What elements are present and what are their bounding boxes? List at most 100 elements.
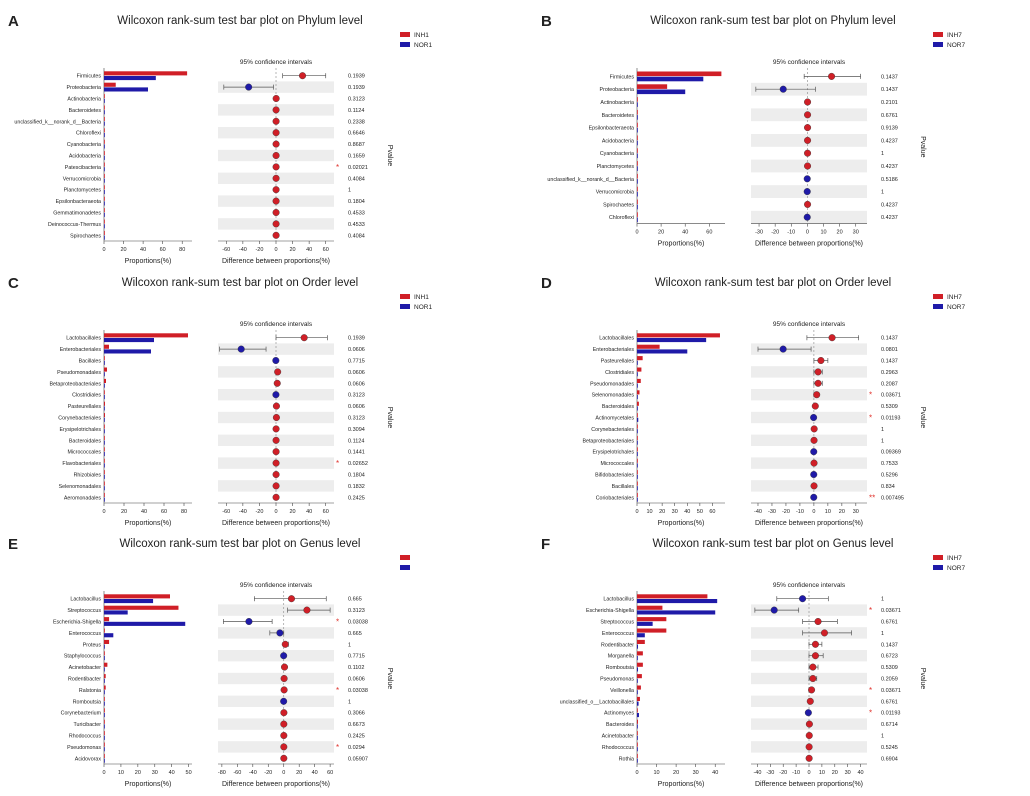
p-value: 0.2338	[348, 119, 365, 125]
bar-group-b	[104, 235, 105, 240]
bar-group-b	[637, 360, 638, 365]
bar-group-a	[637, 367, 642, 372]
bar-group-b	[637, 678, 638, 683]
prop-x-label: Proportions(%)	[658, 241, 705, 248]
bar-group-b	[637, 486, 638, 491]
row-streptococcus: Streptococcus 0.6761	[600, 617, 898, 626]
row-staphylococcus: Staphylococcus 0.7715	[64, 651, 365, 661]
bar-group-b	[104, 701, 105, 706]
significance-marker: *	[869, 414, 872, 423]
bar-group-b	[637, 383, 638, 388]
row-stripe	[218, 81, 334, 93]
diff-tick-label: 0	[282, 770, 285, 776]
taxon-label: Pasteurellales	[68, 404, 102, 410]
row-actinomyces: Actinomyces 0.01193 *	[604, 708, 900, 718]
taxon-label: Planctomycetes	[597, 164, 635, 170]
prop-tick-label: 60	[709, 509, 715, 515]
prop-tick-label: 40	[712, 770, 718, 776]
bar-group-b	[104, 76, 156, 81]
row-lactobacillus: Lactobacillus 0.665	[70, 594, 362, 604]
prop-tick-label: 30	[672, 509, 678, 515]
legend-label: INH1	[414, 294, 429, 301]
row-turicibacter: Turicibacter 0.6673	[74, 719, 365, 729]
p-value: 0.7715	[348, 654, 365, 660]
bar-group-b	[637, 115, 638, 120]
diff-point	[804, 124, 812, 132]
taxon-label: Bacteroidales	[69, 438, 101, 444]
prop-tick-label: 0	[635, 230, 638, 236]
taxon-label: Rodentibacter	[601, 642, 634, 648]
row-enterobacteriales: Enterobacteriales 0.0801	[593, 344, 898, 354]
row-selenomonadales: Selenomonadales 0.03671 *	[592, 390, 901, 400]
legend-swatch-b	[933, 565, 943, 570]
diff-point	[276, 629, 284, 637]
panel-letter: E	[8, 536, 18, 553]
row-stripe	[218, 343, 334, 355]
taxon-label: Corynebacteriales	[58, 416, 101, 422]
legend-label: NOR1	[414, 304, 432, 311]
prop-tick-label: 60	[161, 509, 167, 515]
row-escherichia-shigella: Escherichia-Shigella 0.03671 *	[586, 605, 901, 615]
bar-group-a	[637, 333, 720, 338]
row-rothia: Rothia 0.6904	[619, 753, 898, 763]
row-pseudomonadales: Pseudomonadales 0.0606	[57, 367, 365, 377]
diff-point	[804, 200, 812, 208]
p-value: 0.3123	[348, 393, 365, 399]
prop-tick-label: 0	[635, 509, 638, 515]
legend-swatch-a	[933, 32, 943, 37]
p-value: 0.05907	[348, 756, 368, 762]
bar-group-a	[637, 447, 638, 452]
diff-tick-label: 30	[845, 770, 851, 776]
diff-tick-label: 20	[290, 247, 296, 253]
bar-group-a	[104, 401, 105, 406]
bar-group-a	[637, 401, 639, 406]
diff-point	[814, 618, 822, 626]
diff-point	[272, 357, 280, 365]
legend-label: INH7	[947, 555, 962, 562]
row-epsilonbacteraeota: Epsilonbacteraeota 0.1804	[56, 196, 365, 206]
prop-tick-label: 80	[179, 247, 185, 253]
bar-group-a	[637, 390, 640, 395]
ci-header: 95% confidence intervals	[773, 59, 846, 66]
row-stripe	[218, 650, 334, 662]
bar-group-b	[637, 349, 688, 354]
row-acinetobacter: Acinetobacter 0.1102	[69, 662, 364, 672]
diff-point	[272, 140, 280, 148]
p-value: 0.03038	[348, 688, 368, 694]
bar-group-b	[637, 372, 638, 377]
bar-group-a	[637, 344, 660, 349]
p-value: 0.6723	[881, 654, 898, 660]
panel-title: Wilcoxon rank-sum test bar plot on Phylu…	[650, 15, 895, 27]
p-value: 0.2087	[881, 381, 898, 387]
bar-group-a	[104, 105, 105, 110]
bar-group-b	[104, 360, 105, 365]
panel-title: Wilcoxon rank-sum test bar plot on Genus…	[653, 538, 894, 550]
prop-tick-label: 40	[682, 230, 688, 236]
p-value: 0.6761	[881, 113, 898, 119]
bar-group-b	[637, 127, 638, 133]
bar-group-b	[637, 621, 653, 626]
p-value: 0.5309	[881, 665, 898, 671]
diff-x-label: Difference between proportions(%)	[755, 520, 863, 527]
bar-group-a	[104, 128, 105, 133]
taxon-label: Epsilonbacteraeota	[56, 199, 101, 205]
diff-tick-label: -60	[222, 509, 230, 515]
p-value: 1	[348, 188, 351, 194]
taxon-label: Bacillales	[79, 359, 102, 365]
diff-x-label: Difference between proportions(%)	[755, 781, 863, 788]
row-micrococcales: Micrococcales 0.7533	[600, 458, 898, 468]
bar-group-b	[637, 599, 718, 604]
diff-tick-label: -20	[779, 770, 787, 776]
diff-tick-label: 0	[806, 230, 809, 236]
row-spirochaetes: Spirochaetes 0.4237	[603, 199, 898, 210]
p-value: 0.3123	[348, 608, 365, 614]
diff-x-label: Difference between proportions(%)	[755, 241, 863, 248]
legend-label: INH1	[414, 32, 429, 39]
p-value: 0.5296	[881, 473, 898, 479]
bar-group-b	[637, 724, 638, 729]
diff-point	[828, 334, 836, 342]
row-gemmatimonadetes: Gemmatimonadetes 0.4533	[53, 208, 365, 217]
ci-header: 95% confidence intervals	[240, 582, 313, 589]
p-value: 0.01193	[881, 416, 900, 422]
diff-point	[805, 732, 813, 740]
